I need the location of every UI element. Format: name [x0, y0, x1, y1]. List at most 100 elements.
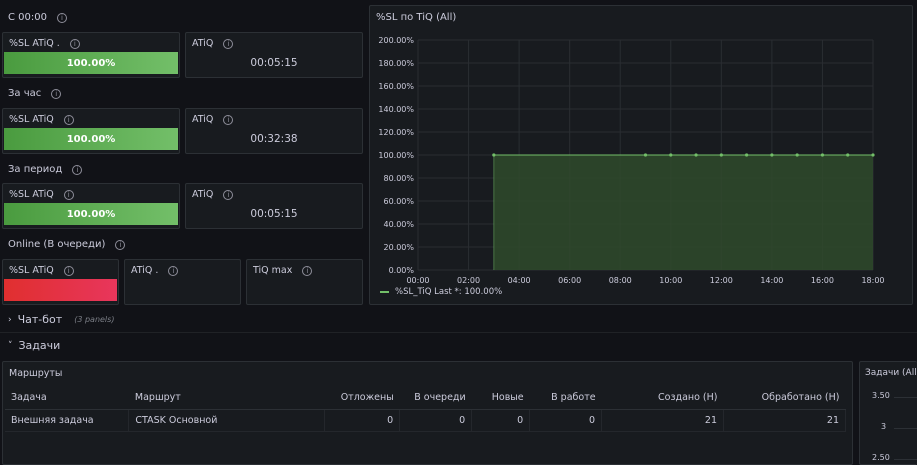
info-icon[interactable]: i — [223, 189, 234, 200]
sl-value-bar: 100.00% — [4, 128, 178, 150]
y-tick-label: 160.00% — [378, 82, 414, 91]
data-point — [820, 153, 825, 157]
sl-value-bar: 100.00% — [4, 203, 178, 225]
y-tick-label: 3 — [881, 422, 887, 431]
x-tick-label: 14:00 — [760, 276, 783, 285]
stat-panel-sl-atiq-1: %SL ATiQ . i 100.00% — [2, 32, 180, 78]
stat-panel-tiq-max: TiQ max i — [246, 259, 363, 305]
graph-panel-tasks-all: Задачи (All 3.50 3 2.50 — [859, 361, 917, 465]
column-header[interactable]: В работе — [529, 387, 602, 410]
y-tick-label: 40.00% — [383, 220, 414, 229]
panel-title: %SL ATiQ — [9, 189, 54, 200]
panel-title: ATiQ — [192, 38, 214, 49]
column-header[interactable]: Отложены — [324, 387, 400, 410]
info-icon[interactable]: i — [223, 38, 234, 49]
stat-panel-atiq-online: ATiQ . i — [124, 259, 241, 305]
row-title-label: С 00:00 — [8, 12, 47, 23]
column-header[interactable]: В очереди — [399, 387, 472, 410]
table-cell: 0 — [399, 409, 473, 432]
panel-title: Задачи (All — [865, 368, 917, 378]
row-title-per-period[interactable]: За период i — [8, 164, 83, 175]
y-tick-label: 2.50 — [872, 453, 890, 462]
row-title-since-midnight[interactable]: С 00:00 i — [8, 12, 67, 23]
y-tick-label: 20.00% — [383, 243, 414, 252]
column-header[interactable]: Обработано (Н) — [723, 387, 846, 410]
data-point — [719, 153, 723, 157]
panel-title: ATiQ . — [131, 265, 159, 276]
y-tick-label: 180.00% — [378, 59, 414, 68]
panel-title: %SL ATiQ — [9, 114, 54, 125]
grid-line — [894, 459, 917, 460]
row-tasks-expanded[interactable]: ˅ Задачи — [8, 339, 60, 352]
row-chatbot-collapsed[interactable]: › Чат-бот (3 panels) — [8, 313, 114, 326]
legend-label: %SL_TiQ Last *: 100.00% — [395, 287, 503, 297]
data-point — [669, 153, 673, 157]
row-title-label: Online (В очереди) — [8, 239, 106, 250]
chevron-down-icon: ˅ — [8, 340, 13, 351]
x-tick-label: 04:00 — [508, 276, 531, 285]
y-tick-label: 200.00% — [378, 36, 414, 45]
x-tick-label: 08:00 — [609, 276, 632, 285]
column-header[interactable]: Новые — [471, 387, 530, 410]
table-cell: 0 — [471, 409, 531, 432]
data-point — [745, 153, 749, 157]
sl-value-bar-empty — [4, 279, 117, 301]
column-header[interactable]: Создано (Н) — [601, 387, 724, 410]
data-point — [643, 153, 648, 157]
info-icon[interactable]: i — [69, 38, 80, 49]
sl-value-bar: 100.00% — [4, 52, 178, 74]
row-title-label: За период — [8, 164, 63, 175]
y-tick-label: 0.00% — [389, 266, 415, 275]
table-panel-routes: Маршруты Задача Маршрут Отложены В очере… — [2, 361, 853, 465]
x-tick-label: 06:00 — [558, 276, 581, 285]
y-tick-label: 120.00% — [378, 128, 414, 137]
x-tick-label: 16:00 — [811, 276, 834, 285]
column-header[interactable]: Маршрут — [128, 387, 325, 410]
info-icon[interactable]: i — [115, 239, 126, 250]
atiq-value: 00:32:38 — [250, 133, 298, 145]
row-label: Чат-бот — [17, 313, 63, 326]
stat-panel-sl-atiq-2: %SL ATiQ i 100.00% — [2, 108, 180, 154]
data-point — [846, 153, 850, 157]
data-point — [492, 153, 496, 157]
y-tick-label: 60.00% — [383, 197, 414, 206]
y-tick-label: 100.00% — [378, 151, 414, 160]
y-tick-label: 140.00% — [378, 105, 414, 114]
stat-panel-atiq-1: ATiQ i 00:05:15 — [185, 32, 363, 78]
table-cell: 0 — [529, 409, 603, 432]
data-point — [871, 153, 875, 157]
atiq-value: 00:05:15 — [250, 57, 298, 69]
panel-title: %SL ATiQ . — [9, 38, 60, 49]
panel-count: (3 panels) — [74, 315, 115, 324]
divider — [0, 332, 917, 333]
panel-title: ATiQ — [192, 114, 214, 125]
info-icon[interactable]: i — [56, 12, 67, 23]
x-tick-label: 18:00 — [861, 276, 884, 285]
grid-line — [894, 428, 917, 429]
table-cell: 21 — [601, 409, 724, 432]
info-icon[interactable]: i — [63, 265, 74, 276]
row-title-online[interactable]: Online (В очереди) i — [8, 239, 126, 250]
row-label: Задачи — [18, 339, 61, 352]
info-icon[interactable]: i — [51, 88, 62, 99]
atiq-value: 00:05:15 — [250, 208, 298, 220]
row-title-per-hour[interactable]: За час i — [8, 88, 62, 99]
info-icon[interactable]: i — [168, 265, 179, 276]
graph-title: %SL по TiQ (All) — [376, 12, 457, 23]
y-tick-label: 80.00% — [383, 174, 414, 183]
series-area — [493, 155, 873, 270]
stat-panel-atiq-2: ATiQ i 00:32:38 — [185, 108, 363, 154]
column-header[interactable]: Задача — [5, 387, 129, 410]
info-icon[interactable]: i — [223, 114, 234, 125]
info-icon[interactable]: i — [63, 189, 74, 200]
info-icon[interactable]: i — [63, 114, 74, 125]
stat-panel-sl-atiq-3: %SL ATiQ i 100.00% — [2, 183, 180, 229]
panel-title: TiQ max — [253, 265, 293, 276]
graph-legend[interactable]: %SL_TiQ Last *: 100.00% — [380, 287, 502, 297]
table-row[interactable]: Внешняя задача CTASK Основной 0 0 0 0 21… — [5, 409, 846, 432]
info-icon[interactable]: i — [302, 265, 313, 276]
grid-line — [894, 397, 917, 398]
info-icon[interactable]: i — [72, 164, 83, 175]
data-point — [694, 153, 698, 157]
row-title-label: За час — [8, 88, 42, 99]
